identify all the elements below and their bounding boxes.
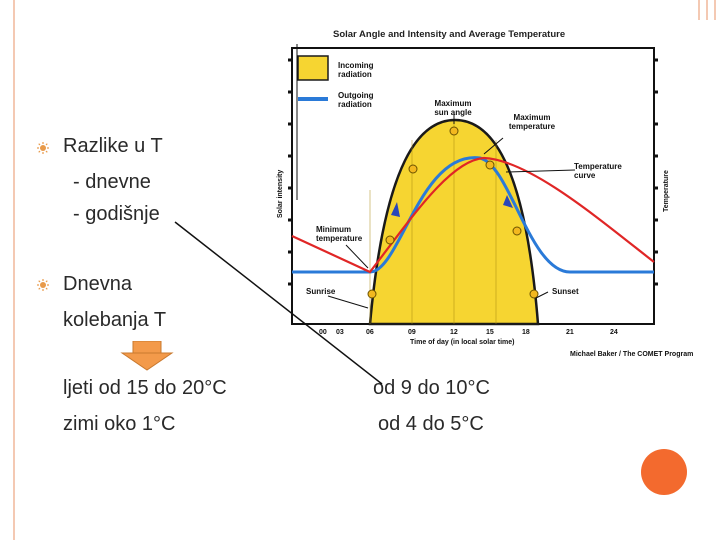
rising-arrow-icon [391, 202, 400, 217]
min-temperature-label: Minimum temperature [316, 225, 363, 243]
temperature-curve [291, 156, 655, 274]
decorative-circle [641, 449, 687, 495]
y-axis-label-left: Solar intensity [277, 170, 284, 218]
corner-stripe [714, 0, 716, 20]
sunrise-label: Sunrise [306, 287, 336, 296]
sun-bullet-icon [37, 142, 49, 154]
sunset-label: Sunset [552, 287, 579, 296]
legend-incoming-text: Incoming radiation [338, 61, 374, 79]
x-tick-label: 12 [450, 329, 458, 336]
bullet-1-sub-daily: - dnevne [73, 171, 151, 193]
x-tick-label: 06 [366, 329, 374, 336]
x-tick-label: 00 [319, 329, 327, 336]
summer-right-text: od 9 do 10°C [373, 377, 490, 399]
solar-temperature-chart: 00 03 06 09 12 15 18 21 24 Time of day (… [277, 47, 693, 358]
corner-stripe [698, 0, 700, 20]
x-tick-label: 24 [610, 329, 618, 336]
temperature-curve-label: Temperature curve [574, 162, 622, 180]
bullet-1-sub-annual: - godišnje [73, 203, 160, 225]
down-arrow-icon [120, 341, 174, 371]
legend-incoming-swatch [297, 55, 329, 81]
legend-outgoing-text: Outgoing radiation [338, 91, 374, 109]
summer-left-text: ljeti od 15 do 20°C [63, 377, 227, 399]
falling-arrow-icon [503, 195, 513, 208]
x-tick-label: 03 [336, 329, 344, 336]
corner-stripe [706, 0, 708, 20]
y-axis-label-right: Temperature [663, 170, 670, 212]
x-tick-label: 18 [522, 329, 530, 336]
legend-outgoing-label: Outgoing radiation [338, 91, 386, 109]
x-tick-labels: 00 03 06 09 12 15 18 21 24 [319, 329, 618, 336]
legend-incoming-label: Incoming radiation [338, 61, 386, 79]
right-axis-ticks [654, 58, 658, 286]
x-tick-label: 21 [566, 329, 574, 336]
left-border-line [13, 0, 15, 540]
winter-left-text: zimi oko 1°C [63, 413, 176, 435]
chart-title: Solar Angle and Intensity and Average Te… [333, 29, 566, 40]
bullet-2-label-line2: kolebanja T [63, 309, 167, 331]
sun-bullet-icon [37, 279, 49, 291]
bullet-1-label: Razlike u T [63, 135, 163, 157]
max-sun-angle-label: Maximum sun angle [434, 99, 472, 117]
bullet-2-label: Dnevna [63, 273, 132, 295]
x-axis-label: Time of day (in local solar time) [410, 339, 515, 346]
x-tick-label: 09 [408, 329, 416, 336]
max-temperature-label: Maximum temperature [508, 113, 556, 131]
winter-right-text: od 4 do 5°C [378, 413, 484, 435]
chart-credit: Michael Baker / The COMET Program [570, 351, 693, 358]
x-tick-label: 15 [486, 329, 494, 336]
